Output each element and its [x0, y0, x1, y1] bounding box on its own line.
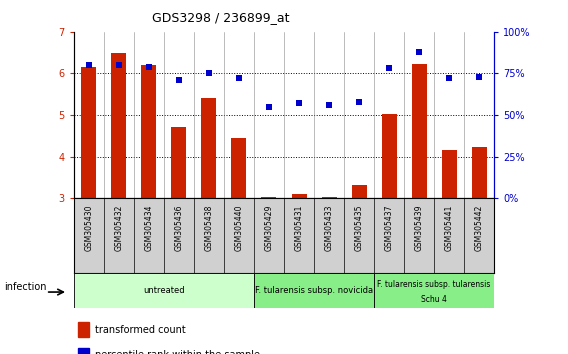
Bar	[291, 194, 307, 198]
Point	[84, 62, 93, 68]
Bar	[254, 273, 374, 308]
Bar	[74, 273, 254, 308]
Point	[324, 102, 333, 108]
Bar	[172, 127, 186, 198]
Bar	[78, 348, 89, 354]
Text: GSM305432: GSM305432	[114, 204, 123, 251]
Point	[415, 49, 424, 55]
Text: transformed count: transformed count	[95, 325, 186, 335]
Bar	[202, 98, 216, 198]
Point	[294, 101, 303, 106]
Text: GSM305429: GSM305429	[265, 204, 273, 251]
Point	[265, 104, 274, 110]
Bar	[232, 138, 247, 198]
Text: percentile rank within the sample: percentile rank within the sample	[95, 350, 260, 354]
Bar	[412, 64, 427, 198]
Text: GSM305431: GSM305431	[295, 204, 303, 251]
Point	[475, 74, 484, 80]
Bar	[471, 148, 487, 198]
Text: GSM305435: GSM305435	[354, 204, 364, 251]
Text: infection: infection	[4, 282, 46, 292]
Text: GSM305437: GSM305437	[385, 204, 394, 251]
Point	[385, 65, 394, 71]
Bar	[374, 273, 494, 308]
Text: Schu 4: Schu 4	[421, 295, 447, 304]
Text: GSM305438: GSM305438	[204, 204, 214, 251]
Point	[445, 76, 454, 81]
Text: GSM305434: GSM305434	[144, 204, 153, 251]
Text: GSM305442: GSM305442	[475, 204, 483, 251]
Text: GSM305433: GSM305433	[324, 204, 333, 251]
Point	[235, 76, 244, 81]
Point	[144, 64, 153, 70]
Text: GSM305430: GSM305430	[85, 204, 93, 251]
Text: GSM305436: GSM305436	[174, 204, 183, 251]
Text: GSM305441: GSM305441	[445, 204, 454, 251]
Text: F. tularensis subsp. tularensis: F. tularensis subsp. tularensis	[377, 280, 491, 290]
Text: untreated: untreated	[143, 286, 185, 295]
Text: GSM305440: GSM305440	[235, 204, 244, 251]
Bar	[141, 65, 156, 198]
Point	[354, 99, 364, 104]
Bar	[382, 114, 396, 198]
Bar	[111, 53, 126, 198]
Text: GSM305439: GSM305439	[415, 204, 424, 251]
Bar	[352, 184, 366, 198]
Bar	[78, 322, 89, 337]
Bar	[442, 150, 457, 198]
Text: F. tularensis subsp. novicida: F. tularensis subsp. novicida	[255, 286, 373, 295]
Text: GDS3298 / 236899_at: GDS3298 / 236899_at	[152, 11, 290, 24]
Point	[114, 62, 123, 68]
Point	[204, 71, 214, 76]
Bar	[81, 67, 97, 198]
Point	[174, 77, 183, 83]
